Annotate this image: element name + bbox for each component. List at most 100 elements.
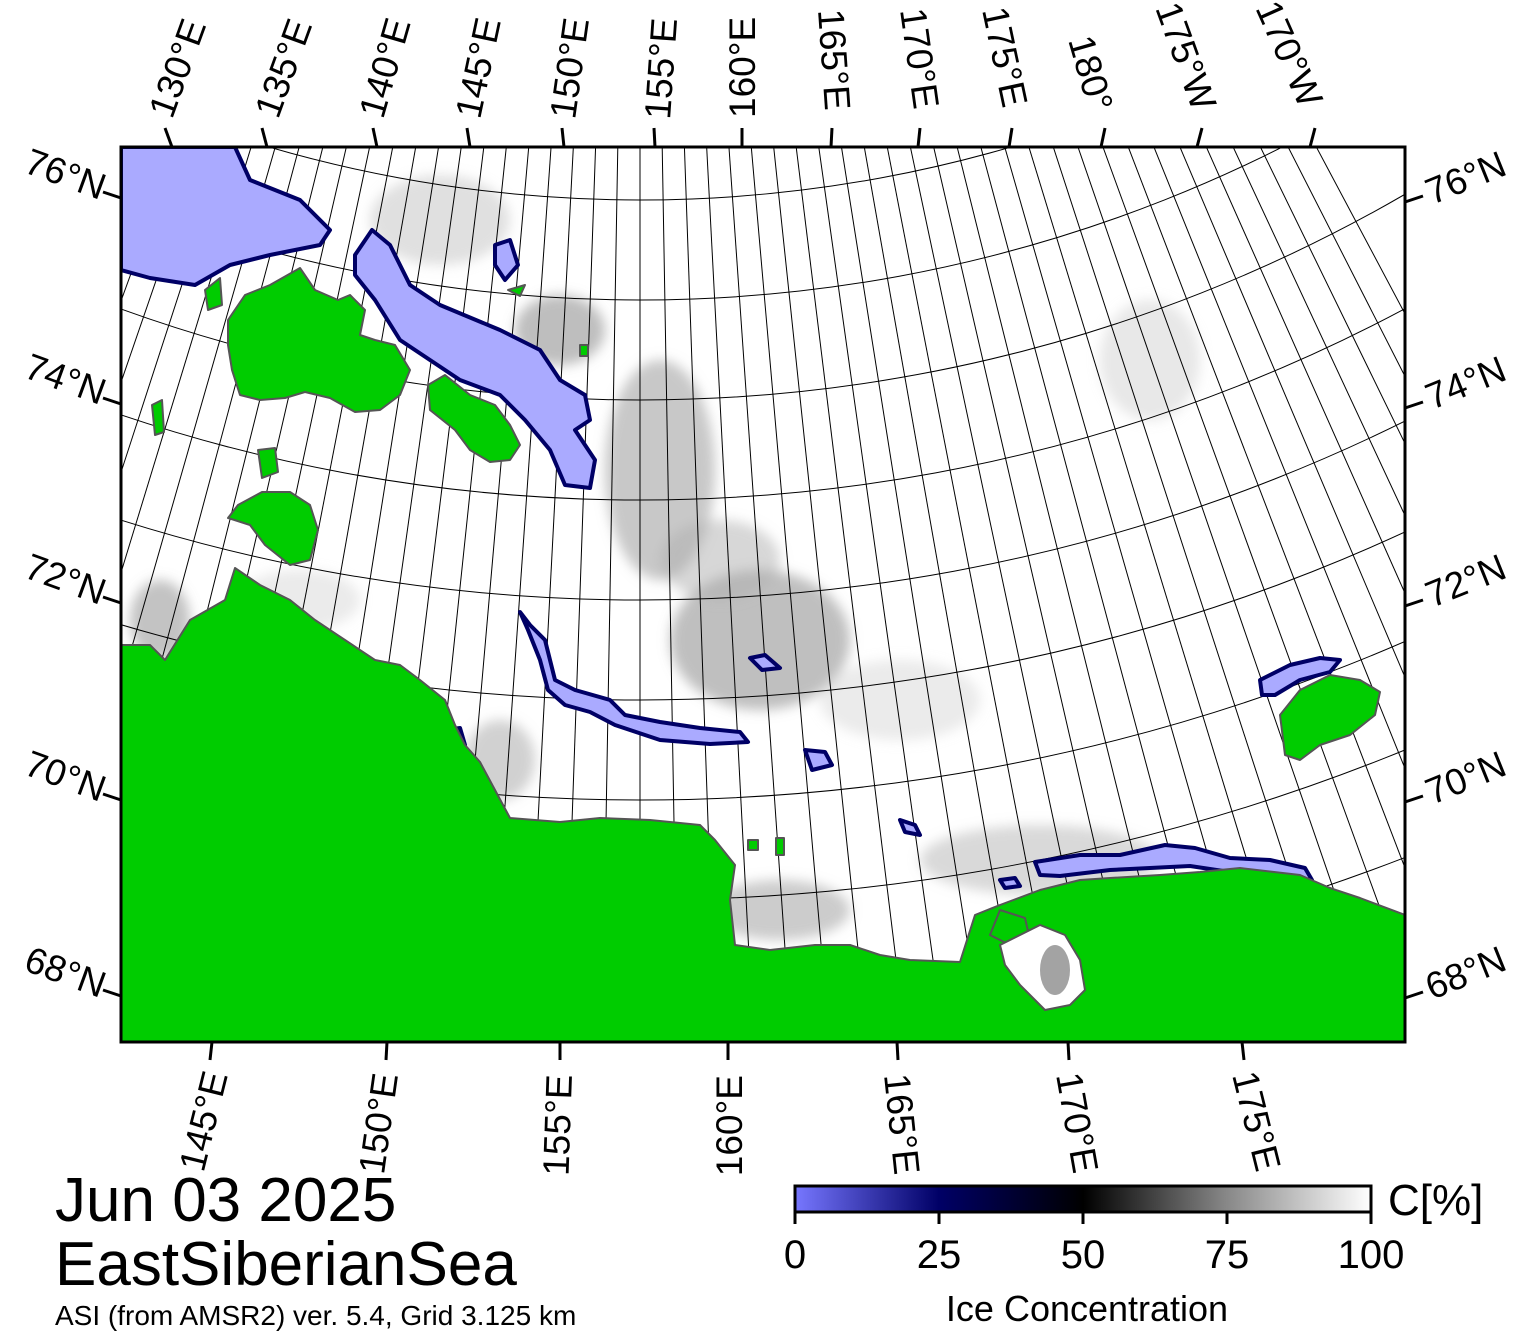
ice-texture-patch <box>670 570 850 710</box>
meridian-line <box>121 147 300 814</box>
colorbar-title: Ice Concentration <box>945 1288 1229 1329</box>
meridian-line <box>563 147 597 1042</box>
tick <box>829 127 834 148</box>
meridian-line <box>0 0 124 994</box>
tick <box>1195 127 1204 148</box>
tick <box>163 127 174 148</box>
small-island <box>507 284 526 297</box>
lon-label-top: 135°E <box>247 14 320 123</box>
tick <box>895 1041 900 1061</box>
lon-label-top: 130°E <box>141 14 214 123</box>
tick <box>916 127 922 148</box>
meridian-line <box>525 147 574 1042</box>
lyakhovsky-island <box>227 491 319 566</box>
lon-label-top: 170°W <box>1248 0 1331 113</box>
ice-texture-patch <box>1100 300 1200 420</box>
open-water-polygon <box>353 228 597 490</box>
meridian-line <box>411 147 507 1042</box>
map-frame <box>119 145 1407 1044</box>
lon-label-bottom: 165°E <box>876 1072 927 1177</box>
lon-label-top: 160°E <box>722 17 763 118</box>
small-island <box>151 399 165 436</box>
open-water-polygon <box>803 748 834 772</box>
colorbar-tick-label: 100 <box>1337 1233 1405 1277</box>
new-siberian-islands-new-siberia <box>427 374 521 463</box>
lon-label-top: 180° <box>1060 31 1121 116</box>
lon-label-top: 170°E <box>892 5 947 111</box>
tick <box>1066 1041 1071 1061</box>
new-siberian-islands-kotelny <box>227 267 411 413</box>
tick <box>102 396 122 406</box>
open-water-polygon <box>998 876 1022 890</box>
ice-texture-patch <box>660 520 780 600</box>
colorbar-gradient <box>793 1184 1373 1214</box>
meridian-line <box>1179 147 1405 679</box>
colorbar-unit: C[%] <box>1388 1176 1484 1225</box>
top-longitude-labels: 130°E 135°E 140°E 145°E 150°E 155°E 160°… <box>141 0 1331 123</box>
left-latitude-labels: 76°N 74°N 72°N 70°N 68°N <box>20 141 112 1006</box>
colorbar-tick-label: 75 <box>1204 1233 1250 1277</box>
lat-label-left: 76°N <box>20 141 112 208</box>
small-island <box>579 344 589 357</box>
meridian-line <box>121 147 324 959</box>
lon-label-bottom: 145°E <box>171 1067 235 1175</box>
tick <box>1404 598 1424 608</box>
tick <box>1404 194 1424 204</box>
colorbar-tick-label: 50 <box>1060 1233 1106 1277</box>
lat-label-right: 76°N <box>1420 143 1512 212</box>
lon-label-top: 175°W <box>1147 0 1224 116</box>
bear-islands <box>747 839 759 851</box>
tick <box>384 1041 389 1061</box>
lon-label-top: 165°E <box>810 8 858 112</box>
lon-label-top: 155°E <box>637 17 685 121</box>
lat-label-left: 68°N <box>20 939 112 1006</box>
mainland-siberia <box>121 567 1405 1042</box>
ice-texture-patch <box>370 175 510 265</box>
open-water-polygon <box>1258 656 1342 697</box>
lat-label-left: 74°N <box>20 346 112 413</box>
meridian-line <box>683 147 717 1042</box>
colorbar <box>793 1184 1373 1224</box>
ice-texture-patch <box>820 660 980 740</box>
small-island <box>257 447 279 479</box>
tick <box>208 1041 214 1061</box>
tick <box>652 127 657 148</box>
open-water-polygon <box>518 610 750 746</box>
lon-label-top: 150°E <box>542 15 597 121</box>
tick <box>371 127 379 148</box>
land-areas <box>121 267 1405 1042</box>
tick <box>1404 794 1424 804</box>
data-source: ASI (from AMSR2) ver. 5.4, Grid 3.125 km <box>55 1300 577 1331</box>
axis-ticks <box>102 127 1424 1061</box>
lon-label-top: 145°E <box>448 14 509 122</box>
chaun-bay-ice <box>1040 945 1070 995</box>
meridian-line <box>661 147 679 1042</box>
tick <box>102 792 122 802</box>
lat-label-right: 70°N <box>1420 743 1512 812</box>
tick <box>1007 127 1014 148</box>
meridian-line <box>795 147 907 1042</box>
open-water-polygon <box>898 818 922 837</box>
meridian-line <box>449 147 530 1042</box>
meridian-line <box>1127 147 1405 870</box>
lon-label-top: 140°E <box>351 14 418 123</box>
lon-label-bottom: 175°E <box>1224 1067 1288 1175</box>
lon-label-bottom: 160°E <box>709 1075 750 1176</box>
meridian-line <box>121 147 252 575</box>
lat-label-left: 70°N <box>20 743 112 810</box>
small-island <box>204 277 223 311</box>
meridian-line <box>487 147 552 1042</box>
colorbar-tick-label: 0 <box>783 1233 807 1277</box>
lon-label-bottom: 155°E <box>535 1074 580 1177</box>
meridian-line <box>601 147 619 1042</box>
open-water-polygon <box>748 653 782 672</box>
meridian-line <box>728 147 793 1042</box>
lon-label-bottom: 170°E <box>1048 1069 1106 1176</box>
tick <box>465 127 472 148</box>
tick <box>102 595 122 605</box>
lat-label-left: 72°N <box>20 546 112 613</box>
tick <box>260 127 269 148</box>
meridian-line <box>1205 147 1405 595</box>
meridian-line <box>121 147 276 687</box>
